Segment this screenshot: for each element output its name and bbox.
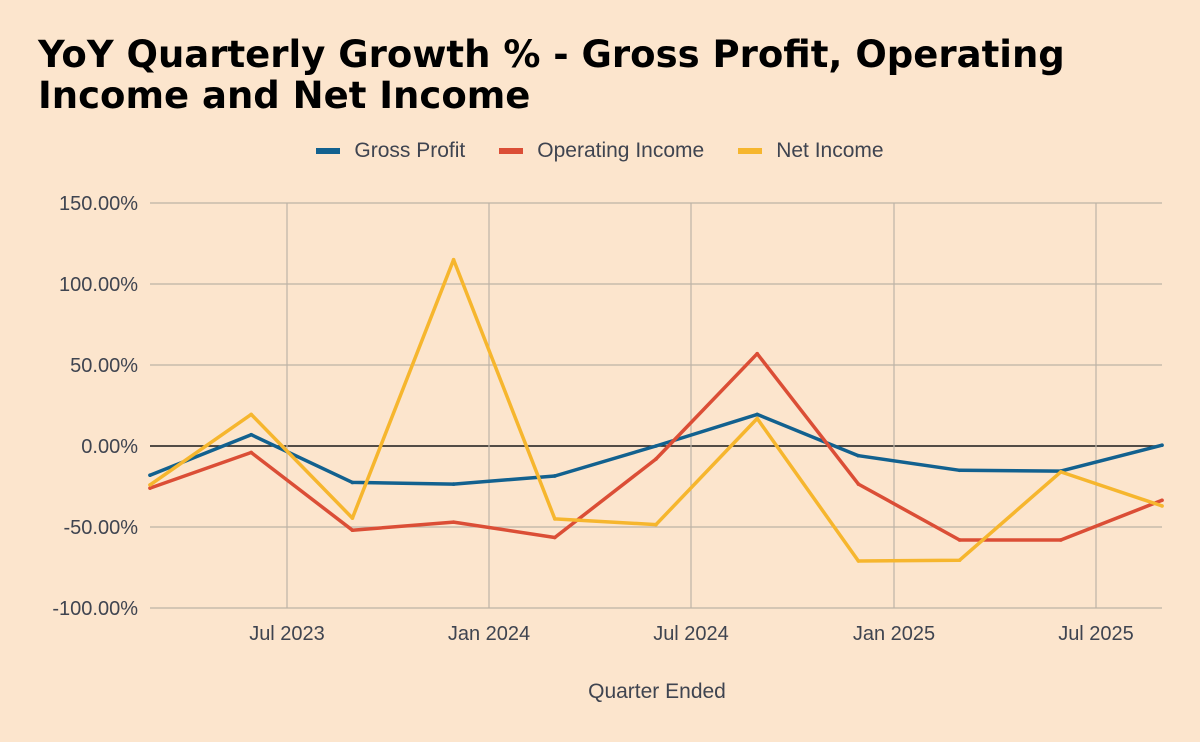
x-tick-label: Jul 2024 (653, 623, 729, 645)
data-point-operating-income[interactable] (755, 351, 759, 356)
series-line-gross-profit[interactable] (148, 412, 1164, 486)
data-point-operating-income[interactable] (1160, 498, 1164, 503)
legend-label-operating-income: Operating Income (537, 139, 705, 162)
y-tick-label: 150.00% (59, 193, 138, 215)
data-point-net-income[interactable] (1160, 504, 1164, 508)
data-point-operating-income[interactable] (249, 450, 253, 455)
data-point-net-income[interactable] (451, 257, 456, 262)
y-tick-label: 100.00% (59, 274, 138, 296)
y-tick-label: 50.00% (70, 355, 138, 377)
y-tick-label: -100.00% (52, 598, 138, 620)
legend-swatch-net-income (738, 148, 763, 154)
legend-swatch-gross-profit (316, 148, 341, 154)
data-point-gross-profit[interactable] (755, 412, 759, 417)
legend-item-operating-income[interactable]: Operating Income (499, 139, 704, 163)
data-point-net-income[interactable] (350, 516, 355, 520)
chart-title: YoY Quarterly Growth % - Gross Profit, O… (38, 33, 1065, 117)
chart-legend: Gross Profit Operating Income Net Income (0, 139, 1200, 163)
x-tick-label: Jan 2025 (853, 623, 935, 645)
y-tick-label: 0.00% (81, 436, 138, 458)
data-point-gross-profit[interactable] (553, 474, 557, 478)
data-point-gross-profit[interactable] (1160, 443, 1164, 447)
labels-layer: 150.00% 100.00% 50.00% 0.00% -50.00% -100.00%… (52, 193, 1133, 645)
data-point-net-income[interactable] (249, 412, 253, 417)
data-point-gross-profit[interactable] (249, 432, 253, 437)
y-tick-label: -50.00% (64, 517, 139, 539)
grid-layer (150, 202, 1162, 609)
data-point-net-income[interactable] (654, 522, 658, 527)
data-point-operating-income[interactable] (148, 486, 152, 490)
legend-label-gross-profit: Gross Profit (354, 139, 466, 162)
x-tick-label: Jul 2025 (1058, 623, 1134, 645)
series-line-net-income[interactable] (148, 257, 1164, 563)
legend-item-gross-profit[interactable]: Gross Profit (316, 139, 465, 163)
data-point-operating-income[interactable] (1059, 538, 1063, 542)
x-tick-label: Jan 2024 (448, 623, 530, 645)
data-point-net-income[interactable] (957, 558, 962, 563)
data-point-operating-income[interactable] (654, 457, 658, 461)
legend-swatch-operating-income (499, 148, 524, 154)
data-point-net-income[interactable] (553, 517, 557, 521)
series-layer (148, 257, 1164, 563)
data-point-operating-income[interactable] (451, 520, 456, 524)
data-point-gross-profit[interactable] (856, 453, 861, 458)
data-point-gross-profit[interactable] (148, 473, 152, 477)
data-point-net-income[interactable] (856, 559, 861, 563)
data-point-operating-income[interactable] (553, 535, 557, 540)
data-point-operating-income[interactable] (350, 528, 355, 533)
data-point-gross-profit[interactable] (654, 444, 658, 448)
x-tick-label: Jul 2023 (249, 623, 325, 645)
data-point-net-income[interactable] (755, 416, 759, 421)
data-point-gross-profit[interactable] (957, 468, 962, 473)
data-point-operating-income[interactable] (957, 538, 962, 542)
data-point-operating-income[interactable] (856, 482, 861, 486)
x-axis-title: Quarter Ended (588, 680, 726, 703)
legend-label-net-income: Net Income (776, 139, 884, 162)
data-point-net-income[interactable] (1059, 470, 1063, 474)
data-point-net-income[interactable] (148, 483, 152, 487)
legend-item-net-income[interactable]: Net Income (738, 139, 884, 163)
data-point-gross-profit[interactable] (350, 480, 355, 485)
data-point-gross-profit[interactable] (451, 482, 456, 486)
